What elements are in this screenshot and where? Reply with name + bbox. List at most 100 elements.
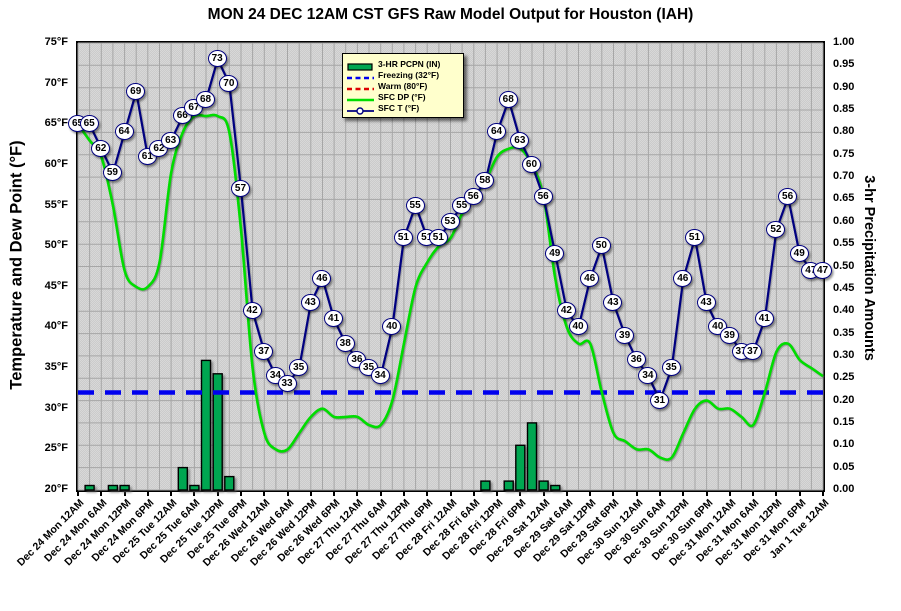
y-right-tick-label: 0.10 — [833, 438, 855, 451]
legend-item-warm: Warm (80°F) — [347, 81, 459, 91]
legend-box: 3-HR PCPN (IN) Freezing (32°F) Warm (80°… — [342, 53, 464, 118]
y-left-tick-label: 35°F — [44, 361, 68, 374]
temp-marker: 34 — [370, 367, 390, 385]
temp-marker: 50 — [591, 237, 611, 255]
legend-item-temperature: SFC T (°F) — [347, 103, 459, 115]
temp-marker: 69 — [126, 82, 146, 100]
y-right-tick-label: 0.30 — [833, 348, 855, 361]
temp-marker: 40 — [568, 318, 588, 336]
x-tick — [379, 491, 382, 496]
x-tick — [589, 491, 592, 496]
y-right-tick-label: 0.80 — [833, 125, 855, 138]
y-left-tick-label: 25°F — [44, 442, 68, 455]
x-tick — [496, 491, 499, 496]
x-tick — [426, 491, 429, 496]
temp-marker: 37 — [254, 342, 274, 360]
x-tick — [100, 491, 103, 496]
y-right-tick-label: 0.40 — [833, 304, 855, 317]
legend-label: SFC T (°F) — [378, 103, 420, 113]
legend-item-freezing: Freezing (32°F) — [347, 70, 459, 80]
temp-marker: 33 — [277, 375, 297, 393]
freezing-line-swatch — [347, 70, 374, 80]
temp-marker: 60 — [521, 155, 541, 173]
temp-marker: 43 — [300, 294, 320, 312]
temp-marker: 37 — [743, 342, 763, 360]
temp-marker: 55 — [405, 196, 425, 214]
x-tick — [728, 491, 731, 496]
temp-marker: 39 — [615, 326, 635, 344]
y-left-tick-label: 50°F — [44, 239, 68, 252]
temp-marker: 47 — [813, 261, 832, 279]
temp-marker: 36 — [626, 350, 646, 368]
x-tick — [263, 491, 266, 496]
y-right-tick-label: 0.15 — [833, 415, 855, 428]
temp-marker: 65 — [79, 115, 99, 133]
y-right-tick-label: 0.35 — [833, 326, 855, 339]
temp-marker: 43 — [696, 294, 716, 312]
x-tick — [216, 491, 219, 496]
y-right-tick-label: 0.00 — [833, 483, 855, 495]
y-right-tick-label: 0.20 — [833, 393, 855, 406]
temp-marker: 70 — [219, 74, 239, 92]
x-tick — [449, 491, 452, 496]
x-tick — [822, 491, 824, 496]
x-tick — [286, 491, 289, 496]
y-right-tick-label: 0.85 — [833, 103, 855, 116]
x-tick — [146, 491, 149, 496]
x-tick — [239, 491, 242, 496]
temp-marker: 63 — [510, 131, 530, 149]
x-tick — [193, 491, 196, 496]
temp-marker: 39 — [719, 326, 739, 344]
y-left-tick-label: 70°F — [44, 76, 68, 89]
temp-marker: 68 — [498, 90, 518, 108]
chart-title: MON 24 DEC 12AM CST GFS Raw Model Output… — [207, 6, 694, 23]
temp-marker: 46 — [673, 269, 693, 287]
precip-bar-swatch — [347, 59, 374, 71]
y-right-tick-label: 0.55 — [833, 237, 855, 250]
temp-marker: 42 — [556, 302, 576, 320]
temp-marker: 63 — [161, 131, 181, 149]
legend-item-pcpn: 3-HR PCPN (IN) — [347, 59, 459, 71]
x-tick — [472, 491, 475, 496]
x-tick — [333, 491, 336, 496]
temperature-line-swatch — [347, 103, 374, 115]
warm-line-swatch — [347, 81, 374, 91]
legend-label: 3-HR PCPN (IN) — [378, 59, 441, 69]
temp-marker: 68 — [196, 90, 216, 108]
y-right-tick-label: 0.50 — [833, 259, 855, 272]
x-tick — [659, 491, 662, 496]
x-tick — [798, 491, 801, 496]
y-right-tick-label: 0.60 — [833, 214, 855, 227]
temp-marker: 46 — [312, 269, 332, 287]
x-tick — [123, 491, 126, 496]
temp-marker: 53 — [440, 212, 460, 230]
legend-item-dewpoint: SFC DP (°F) — [347, 92, 459, 102]
y-axis-left-title: Temperature and Dew Point (°F) — [7, 140, 26, 390]
y-left-tick-label: 40°F — [44, 320, 68, 333]
y-right-tick-label: 0.05 — [833, 460, 855, 473]
legend-label: Freezing (32°F) — [378, 70, 440, 80]
y-left-tick-label: 45°F — [44, 279, 68, 292]
temp-marker: 59 — [102, 164, 122, 182]
x-tick — [77, 491, 79, 496]
x-tick — [705, 491, 708, 496]
y-left-tick-label: 30°F — [44, 401, 68, 414]
y-right-tick-label: 0.45 — [833, 281, 855, 294]
x-tick — [542, 491, 545, 496]
temp-marker: 51 — [393, 229, 413, 247]
y-right-tick-label: 0.95 — [833, 58, 855, 71]
y-left-tick-label: 20°F — [44, 483, 68, 495]
dewpoint-line-swatch — [347, 92, 374, 102]
temp-marker: 51 — [428, 229, 448, 247]
temp-marker: 31 — [650, 391, 670, 409]
x-tick — [309, 491, 312, 496]
temp-marker: 56 — [533, 188, 553, 206]
temp-marker: 62 — [91, 139, 111, 157]
legend-label: SFC DP (°F) — [378, 92, 426, 102]
temp-marker: 41 — [754, 310, 774, 328]
temp-marker: 38 — [335, 334, 355, 352]
temp-marker: 35 — [661, 359, 681, 377]
y-right-tick-label: 1.00 — [833, 36, 855, 48]
y-right-tick-label: 0.70 — [833, 170, 855, 183]
